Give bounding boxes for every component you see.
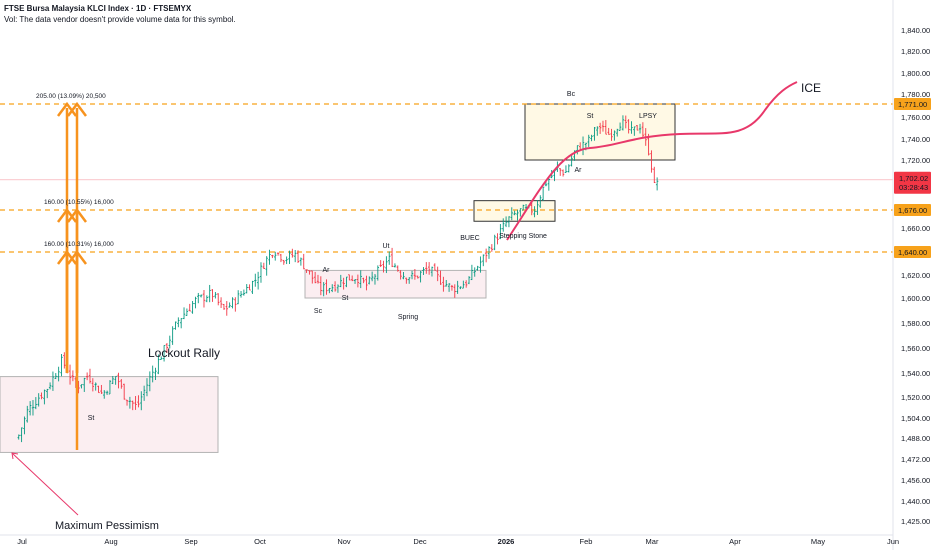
level-price-tag-label: 1,771.00: [898, 100, 927, 109]
wyckoff-label: St: [88, 415, 95, 422]
wyckoff-label: Ut: [383, 243, 390, 250]
y-tick-label: 1,440.00: [901, 497, 930, 506]
symbol-title: FTSE Bursa Malaysia KLCI Index · 1D · FT…: [4, 4, 192, 13]
wyckoff-label: St: [587, 113, 594, 120]
x-tick-label: Feb: [580, 537, 593, 546]
accumulation-range-box: [0, 376, 219, 453]
x-tick-label: Jul: [17, 537, 27, 546]
arrow-to-1640-b-head: [67, 249, 87, 265]
price-axis-bg: [893, 0, 932, 550]
level-price-tag: [894, 204, 931, 216]
arrow-to-1771-b-head: [67, 101, 87, 117]
level-price-tag-label: 1,640.00: [898, 248, 927, 257]
y-tick-label: 1,620.00: [901, 271, 930, 280]
wyckoff-label: Spring: [398, 314, 418, 321]
y-tick-label: 1,520.00: [901, 393, 930, 402]
x-tick-label: Nov: [337, 537, 351, 546]
x-tick-label: Oct: [254, 537, 267, 546]
x-tick-label: Dec: [413, 537, 427, 546]
ice-curve: [506, 81, 798, 241]
y-tick-label: 1,472.00: [901, 455, 930, 464]
wyckoff-label: St: [342, 295, 349, 302]
y-tick-label: 1,660.00: [901, 224, 930, 233]
arrow-to-1771-head: [57, 101, 77, 117]
volume-note: Vol: The data vendor doesn't provide vol…: [4, 15, 236, 24]
arrow-to-1640-head: [57, 249, 77, 265]
pointer-line: [11, 452, 79, 516]
level-price-tag: [894, 246, 931, 258]
x-tick-label: Apr: [729, 537, 741, 546]
y-tick-label: 1,740.00: [901, 135, 930, 144]
pointer-head: [11, 452, 19, 460]
y-tick-label: 1,780.00: [901, 90, 930, 99]
x-tick-label: May: [811, 537, 825, 546]
x-tick-label: Sep: [184, 537, 197, 546]
y-tick-label: 1,800.00: [901, 69, 930, 78]
last-price-tag: [894, 171, 931, 194]
projection-label: 205.00 (13.09%) 20,500: [36, 93, 106, 100]
countdown-label: 03:28:43: [899, 183, 928, 192]
wyckoff-label: Bc: [567, 91, 576, 98]
y-tick-label: 1,425.00: [901, 517, 930, 526]
wyckoff-label: Ar: [323, 267, 331, 274]
wyckoff-label: Maximum Pessimism: [55, 520, 159, 532]
arrow-to-1676-head: [57, 207, 77, 223]
wyckoff-label: Sc: [314, 308, 323, 315]
arrow-to-1676-b-head: [67, 207, 87, 223]
y-tick-label: 1,840.00: [901, 26, 930, 35]
level-price-tag: [894, 98, 931, 110]
x-tick-label: Aug: [104, 537, 117, 546]
wyckoff-label: LPSY: [639, 113, 657, 120]
y-tick-label: 1,720.00: [901, 156, 930, 165]
wyckoff-label: BUEC: [460, 235, 479, 242]
y-tick-label: 1,760.00: [901, 113, 930, 122]
level-price-tag-label: 1,676.00: [898, 206, 927, 215]
chart-header: FTSE Bursa Malaysia KLCI Index · 1D · FT…: [4, 3, 236, 25]
wyckoff-label: Lockout Rally: [148, 346, 220, 360]
ice-label: ICE: [801, 81, 821, 95]
y-tick-label: 1,456.00: [901, 476, 930, 485]
y-tick-label: 1,540.00: [901, 369, 930, 378]
y-tick-label: 1,600.00: [901, 294, 930, 303]
y-tick-label: 1,580.00: [901, 319, 930, 328]
wyckoff-label: Ar: [575, 167, 583, 174]
wyckoff-label: Stepping Stone: [499, 233, 547, 240]
last-price-label: 1,702.02: [899, 174, 928, 183]
y-tick-label: 1,820.00: [901, 47, 930, 56]
y-tick-label: 1,504.00: [901, 414, 930, 423]
x-tick-label: Jun: [887, 537, 899, 546]
y-tick-label: 1,560.00: [901, 344, 930, 353]
y-tick-label: 1,488.00: [901, 434, 930, 443]
projection-label: 160.00 (10.31%) 16,000: [44, 241, 114, 248]
x-tick-label: Mar: [646, 537, 659, 546]
x-tick-label: 2026: [498, 537, 515, 546]
projection-label: 160.00 (10.55%) 16,000: [44, 199, 114, 206]
